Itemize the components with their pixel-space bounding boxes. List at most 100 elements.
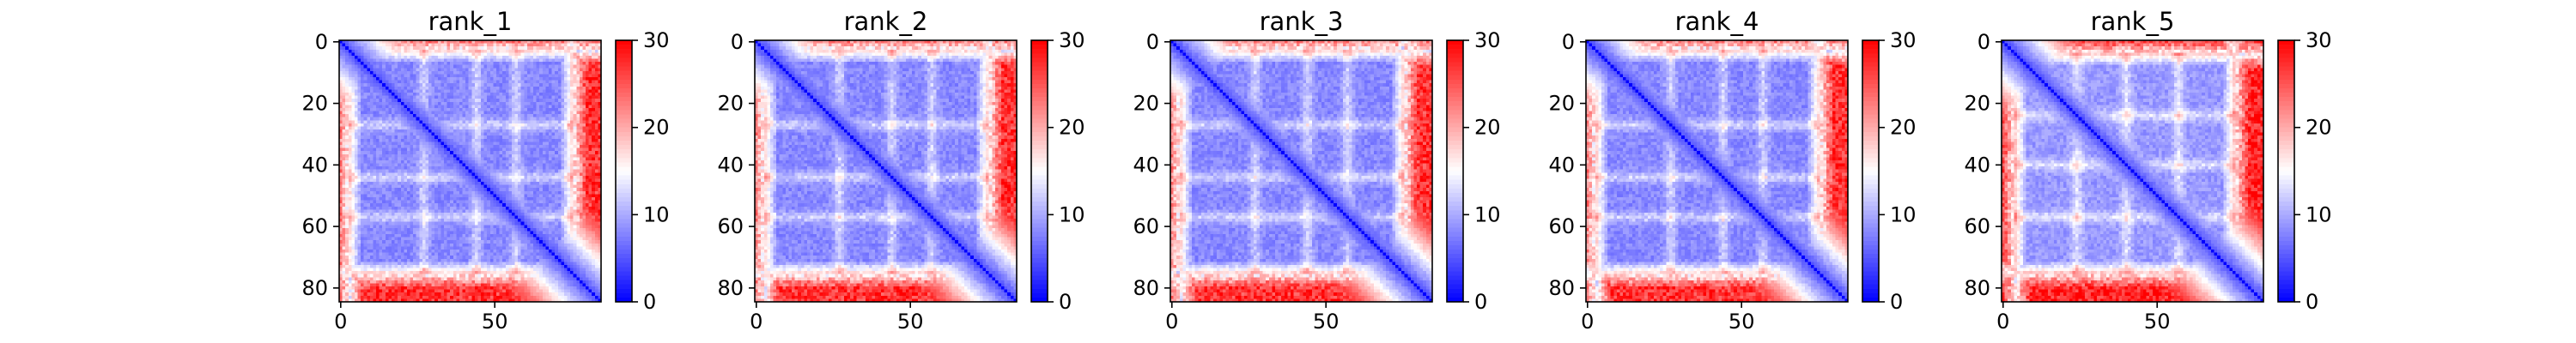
heatmap-cell	[404, 83, 407, 87]
heatmap-cell	[506, 62, 509, 65]
heatmap-cell	[475, 182, 478, 185]
heatmap-cell	[561, 108, 564, 111]
heatmap-cell	[361, 123, 364, 127]
heatmap-cell	[506, 50, 509, 53]
heatmap-cell	[580, 114, 583, 117]
heatmap-cell	[493, 216, 496, 220]
heatmap-cell	[484, 157, 488, 160]
heatmap-cell	[475, 123, 478, 127]
heatmap-cell	[496, 50, 500, 53]
heatmap-cell	[404, 191, 407, 195]
heatmap-cell	[380, 87, 383, 90]
heatmap-cell	[388, 170, 392, 173]
heatmap-cell	[537, 194, 540, 197]
heatmap-cell	[543, 157, 546, 160]
heatmap-cell	[568, 191, 571, 195]
heatmap-cell	[586, 129, 589, 133]
heatmap-cell	[576, 120, 580, 123]
heatmap-cell	[471, 151, 475, 154]
heatmap-cell	[380, 81, 383, 84]
heatmap-cell	[386, 178, 389, 182]
heatmap-cell	[450, 191, 453, 195]
heatmap-cell	[487, 164, 490, 167]
heatmap-cell	[358, 120, 361, 123]
heatmap-cell	[576, 102, 580, 105]
heatmap-cell	[345, 213, 349, 216]
heatmap-cell	[527, 68, 531, 71]
heatmap-cell	[537, 96, 540, 99]
heatmap-cell	[343, 105, 346, 108]
heatmap-cell	[422, 50, 426, 53]
heatmap-cell	[419, 139, 422, 142]
heatmap-cell	[469, 197, 472, 201]
heatmap-cell	[386, 77, 389, 81]
heatmap-cell	[367, 46, 370, 50]
heatmap-cell	[484, 102, 488, 105]
heatmap-cell	[500, 111, 503, 115]
heatmap-cell	[413, 102, 416, 105]
heatmap-cell	[592, 71, 595, 75]
heatmap-cell	[555, 74, 558, 77]
heatmap-cell	[493, 172, 496, 176]
heatmap-cell	[367, 216, 370, 220]
heatmap-cell	[419, 74, 422, 77]
heatmap-cell	[589, 203, 592, 207]
heatmap-cell	[370, 133, 374, 136]
heatmap-cell	[373, 65, 376, 69]
heatmap-cell	[438, 96, 441, 99]
heatmap-cell	[450, 213, 453, 216]
heatmap-cell	[496, 166, 500, 170]
heatmap-cell	[512, 209, 515, 213]
heatmap-cell	[422, 71, 426, 75]
heatmap-cell	[524, 176, 527, 179]
heatmap-cell	[343, 44, 346, 47]
heatmap-cell	[401, 126, 404, 129]
heatmap-cell	[502, 188, 506, 191]
heatmap-cell	[459, 111, 463, 115]
heatmap-cell	[407, 194, 410, 197]
heatmap-cell	[373, 44, 376, 47]
heatmap-cell	[521, 154, 525, 158]
heatmap-cell	[358, 111, 361, 115]
heatmap-cell	[380, 117, 383, 121]
heatmap-cell	[459, 117, 463, 121]
heatmap-cell	[527, 89, 531, 93]
heatmap-cell	[561, 117, 564, 121]
heatmap-cell	[370, 114, 374, 117]
heatmap-cell	[527, 160, 531, 164]
heatmap-cell	[392, 96, 395, 99]
heatmap-cell	[407, 71, 410, 75]
heatmap-cell	[459, 139, 463, 142]
heatmap-cell	[484, 83, 488, 87]
heatmap-cell	[413, 188, 416, 191]
heatmap-cell	[465, 139, 469, 142]
heatmap-cell	[395, 166, 398, 170]
heatmap-cell	[398, 135, 401, 139]
heatmap-cell	[386, 166, 389, 170]
heatmap-cell	[422, 191, 426, 195]
heatmap-cell	[487, 59, 490, 63]
heatmap-cell	[537, 170, 540, 173]
heatmap-cell	[444, 133, 447, 136]
heatmap-cell	[487, 71, 490, 75]
heatmap-cell	[527, 219, 531, 222]
heatmap-cell	[496, 52, 500, 56]
heatmap-cell	[537, 117, 540, 121]
heatmap-cell	[440, 151, 444, 154]
heatmap-cell	[555, 52, 558, 56]
heatmap-cell	[484, 77, 488, 81]
heatmap-cell	[345, 164, 349, 167]
heatmap-cell	[382, 219, 386, 222]
heatmap-cell	[395, 197, 398, 201]
heatmap-cell	[580, 213, 583, 216]
heatmap-cell	[490, 141, 494, 145]
heatmap-cell	[392, 120, 395, 123]
heatmap-cell	[438, 135, 441, 139]
heatmap-cell	[465, 216, 469, 220]
heatmap-cell	[428, 71, 432, 75]
heatmap-cell	[475, 77, 478, 81]
heatmap-cell	[425, 219, 428, 222]
heatmap-cell	[508, 83, 512, 87]
heatmap-cell	[570, 46, 574, 50]
heatmap-cell	[459, 170, 463, 173]
